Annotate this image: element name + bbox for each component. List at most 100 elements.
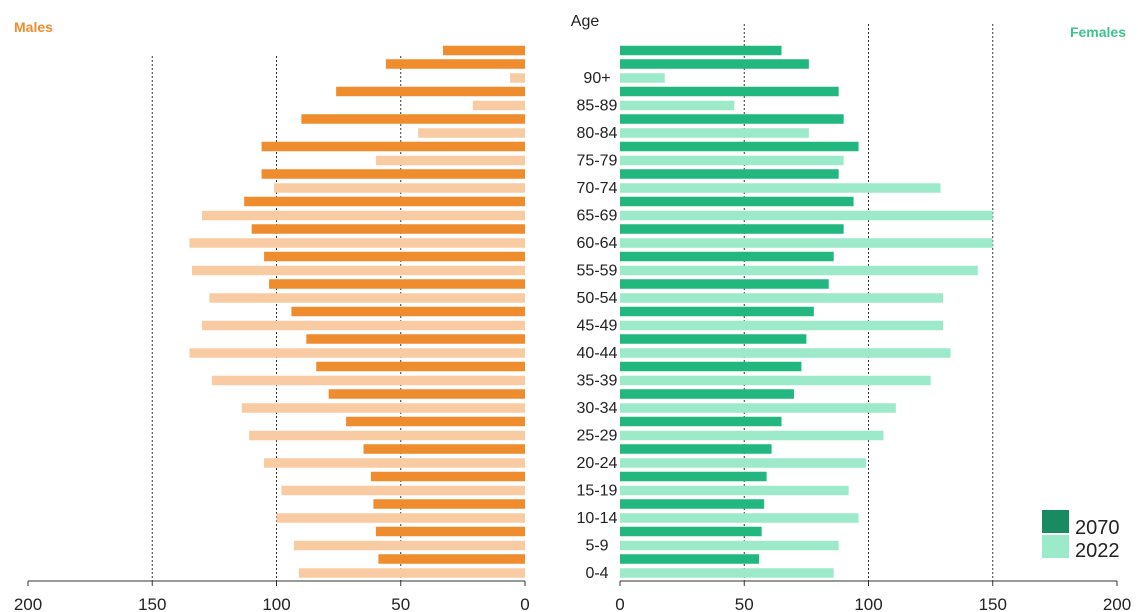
males-title: Males [14,19,53,35]
age-label: 15-19 [577,483,618,500]
bar-males-2070-60-64 [251,224,525,234]
males-tick-label: 100 [262,595,290,612]
bar-males-2070-80-84 [301,114,525,124]
legend-swatch-2022 [1042,535,1069,558]
bars [189,45,993,578]
legend-label-2070: 2070 [1075,517,1120,539]
bar-females-2022-60-64 [620,238,993,248]
bar-females-2070-10-14 [620,499,765,509]
bar-females-2022-55-59 [620,265,978,276]
bar-males-2070-50-54 [269,279,525,289]
age-label: 70-74 [577,180,618,197]
bar-females-2022-25-29 [620,430,884,441]
males-tick-label: 0 [520,595,529,612]
bar-males-2022-25-29 [249,430,526,441]
bar-males-2022-0-4 [298,568,525,578]
bar-females-2070-55-59 [620,251,834,262]
bar-males-2070-15-19 [370,471,525,482]
bar-females-2070-0-4 [620,554,760,564]
bar-females-2070-15-19 [620,471,767,482]
bar-females-2022-15-19 [620,485,849,496]
bar-males-2022-5-9 [293,540,525,551]
males-tick-label: 50 [391,595,410,612]
bar-females-2070-45-49 [620,306,814,317]
bar-females-2022-70-74 [620,183,941,193]
bar-females-2070-top [620,45,782,56]
legend-label-2022: 2022 [1075,540,1120,562]
bar-males-2022-70-74 [274,183,525,193]
bar-females-2022-75-79 [620,155,844,166]
bar-males-2070-top [442,45,525,56]
bar-males-2022-15-19 [281,485,525,496]
labels: 0-4 5-9 10-14 15-19 20-24 25-29 30-34 35-39 40-4… [577,70,618,582]
males-tick-label: 150 [138,595,166,612]
bar-females-2022-65-69 [620,210,993,221]
bar-males-2022-90+ [510,73,525,83]
age-label: 30-34 [577,400,618,417]
bar-males-2070-25-29 [346,416,525,427]
females-tick-label: 0 [615,595,624,612]
age-label: 10-14 [577,510,618,527]
bar-females-2022-35-39 [620,375,931,386]
females-tick-label: 200 [1103,595,1131,612]
bar-males-2070-5-9 [375,526,525,537]
bar-females-2070-80-84 [620,114,844,124]
age-label: 90+ [583,70,610,87]
bar-males-2022-65-69 [201,210,525,221]
bar-males-2070-65-69 [244,196,525,207]
age-label: 55-59 [577,263,618,280]
bar-females-2022-10-14 [620,513,859,523]
bar-males-2070-55-59 [264,251,525,262]
females-tick-label: 50 [735,595,754,612]
axes: 0 0 50 50 100 100 150 150 200 200 [14,580,1131,612]
bar-females-2070-70-74 [620,169,839,179]
age-label: 0-4 [585,565,608,582]
bar-males-2070-0-4 [378,554,525,564]
bar-females-2070-25-29 [620,416,782,427]
bar-males-2022-55-59 [192,265,525,276]
age-label: 85-89 [577,98,618,115]
bar-females-2022-40-44 [620,348,951,358]
bar-females-2070-30-34 [620,389,794,399]
bar-females-2070-50-54 [620,279,829,289]
bar-males-2022-20-24 [264,458,525,468]
age-label: 80-84 [577,125,618,142]
bar-females-2070-5-9 [620,526,762,537]
age-label: 25-29 [577,428,618,445]
bar-females-2022-30-34 [620,403,896,413]
bar-females-2022-90+ [620,73,665,83]
bar-males-2070-90+ [385,59,525,69]
bar-females-2070-90+ [620,59,809,69]
bar-males-2022-10-14 [276,513,525,523]
bar-females-2022-45-49 [620,320,944,331]
females-tick-label: 100 [854,595,882,612]
bar-males-2070-85-89 [336,86,525,97]
bar-males-2022-80-84 [418,128,525,138]
bar-males-2070-10-14 [373,499,525,509]
legend-swatch-2070 [1042,510,1069,533]
bar-females-2022-85-89 [620,100,735,111]
bar-males-2022-40-44 [189,348,525,358]
bar-females-2070-40-44 [620,334,807,344]
bar-males-2022-45-49 [201,320,525,331]
age-axis-title: Age [571,13,600,30]
bar-males-2022-85-89 [472,100,525,111]
bar-females-2022-5-9 [620,540,839,551]
bar-males-2070-35-39 [316,361,525,372]
bar-females-2070-85-89 [620,86,839,97]
females-title: Females [1070,24,1126,40]
bar-females-2070-60-64 [620,224,844,234]
bar-females-2070-65-69 [620,196,854,207]
bar-females-2022-0-4 [620,568,834,578]
bar-males-2022-50-54 [209,293,525,303]
females-tick-label: 150 [979,595,1007,612]
bar-females-2022-50-54 [620,293,944,303]
bar-males-2070-20-24 [363,444,525,454]
bar-females-2022-80-84 [620,128,809,138]
age-label: 40-44 [577,345,618,362]
age-label: 5-9 [585,538,608,555]
bar-males-2022-30-34 [241,403,525,413]
age-label: 60-64 [577,235,618,252]
bar-females-2070-75-79 [620,141,859,152]
